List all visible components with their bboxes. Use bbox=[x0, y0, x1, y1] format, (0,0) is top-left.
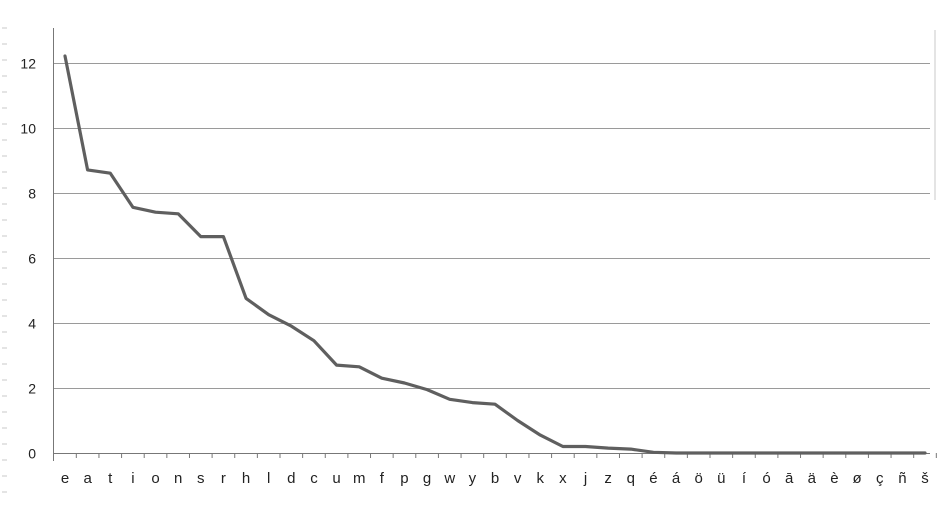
x-tick-label: ö bbox=[695, 470, 703, 487]
x-tick-label: p bbox=[400, 470, 408, 487]
x-tick-label: y bbox=[469, 470, 477, 487]
x-tick-label: f bbox=[380, 470, 385, 487]
y-tick-label: 10 bbox=[20, 121, 36, 137]
x-tick-label: g bbox=[423, 470, 431, 487]
x-tick-label: i bbox=[131, 470, 134, 487]
x-tick-label: t bbox=[108, 470, 113, 487]
x-tick-label: ā bbox=[785, 470, 794, 487]
x-tick-label: ø bbox=[853, 470, 862, 487]
x-tick-label: ä bbox=[808, 470, 817, 487]
x-tick-label: k bbox=[537, 470, 545, 487]
x-tick-label: a bbox=[83, 470, 92, 487]
x-tick-label: v bbox=[514, 470, 522, 487]
y-tick-label: 2 bbox=[28, 381, 36, 397]
x-tick-label: h bbox=[242, 470, 250, 487]
y-tick-label: 12 bbox=[20, 56, 36, 72]
x-tick-label: ü bbox=[717, 470, 725, 487]
x-tick-label: s bbox=[197, 470, 205, 487]
y-tick-label: 0 bbox=[28, 446, 36, 462]
x-tick-label: á bbox=[672, 470, 681, 487]
y-tick-label: 8 bbox=[28, 186, 36, 202]
x-tick-label: m bbox=[353, 470, 366, 487]
y-tick-label: 4 bbox=[28, 316, 36, 332]
x-tick-label: w bbox=[443, 470, 455, 487]
x-tick-label: l bbox=[267, 470, 270, 487]
x-tick-label: è bbox=[830, 470, 838, 487]
x-tick-label: c bbox=[310, 470, 318, 487]
x-tick-label: e bbox=[61, 470, 69, 487]
x-tick-label: é bbox=[649, 470, 657, 487]
x-tick-label: n bbox=[174, 470, 182, 487]
gridlines bbox=[53, 63, 930, 389]
x-tick-label: š bbox=[921, 470, 929, 487]
x-tick-label: j bbox=[583, 470, 587, 487]
x-tick-label: ç bbox=[876, 470, 884, 487]
x-tick-label: q bbox=[627, 470, 635, 487]
x-tick-label: z bbox=[604, 470, 612, 487]
x-tick-label: x bbox=[559, 470, 567, 487]
series-line bbox=[63, 54, 927, 455]
x-tick-label: d bbox=[287, 470, 295, 487]
x-tick-label: r bbox=[221, 470, 226, 487]
x-tick-label: ó bbox=[762, 470, 770, 487]
x-tick-label: í bbox=[742, 470, 747, 487]
x-tick-label: b bbox=[491, 470, 499, 487]
x-tick-label: u bbox=[332, 470, 340, 487]
x-tick-label: ñ bbox=[898, 470, 906, 487]
series-layer bbox=[63, 54, 927, 455]
y-tick-label: 6 bbox=[28, 251, 36, 267]
x-tick-label: o bbox=[151, 470, 159, 487]
left-edge-dashes bbox=[2, 27, 7, 493]
y-axis-ticks: 0 2 4 6 8 10 12 bbox=[20, 56, 36, 462]
